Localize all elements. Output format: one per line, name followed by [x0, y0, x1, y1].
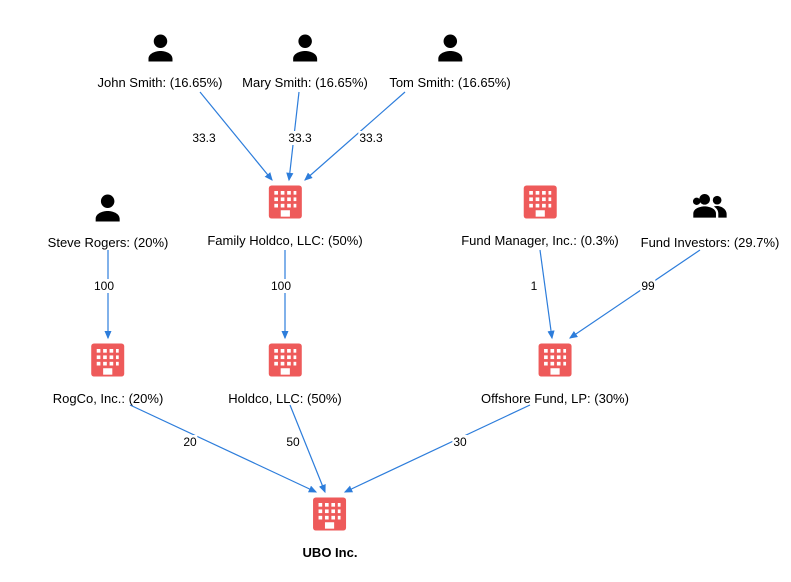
company-icon: [308, 492, 352, 541]
node-label-john: John Smith: (16.65%): [97, 75, 222, 90]
edge-tom-famholdco: [305, 92, 405, 180]
group-icon: [690, 186, 730, 231]
node-label-rogco: RogCo, Inc.: (20%): [53, 391, 164, 406]
edge-label-john-famholdco: 33.3: [191, 131, 216, 145]
node-label-steve: Steve Rogers: (20%): [48, 235, 169, 250]
edge-investors-offshore: [570, 250, 700, 338]
node-rogco: RogCo, Inc.: (20%): [53, 338, 164, 406]
node-label-investors: Fund Investors: (29.7%): [641, 235, 780, 250]
edge-label-investors-offshore: 99: [640, 279, 655, 293]
company-icon: [533, 338, 577, 387]
edge-label-mary-famholdco: 33.3: [287, 131, 312, 145]
edge-label-tom-famholdco: 33.3: [358, 131, 383, 145]
node-fmgr: Fund Manager, Inc.: (0.3%): [461, 180, 619, 248]
node-offshore: Offshore Fund, LP: (30%): [481, 338, 629, 406]
company-icon: [263, 180, 307, 229]
person-icon: [432, 30, 468, 71]
edge-offshore-ubo: [345, 405, 530, 492]
person-icon: [90, 190, 126, 231]
node-label-fmgr: Fund Manager, Inc.: (0.3%): [461, 233, 619, 248]
node-investors: Fund Investors: (29.7%): [641, 186, 780, 250]
node-steve: Steve Rogers: (20%): [48, 190, 169, 250]
edge-label-rogco-ubo: 20: [182, 435, 197, 449]
edge-label-steve-rogco: 100: [93, 279, 115, 293]
node-john: John Smith: (16.65%): [97, 30, 222, 90]
node-mary: Mary Smith: (16.65%): [242, 30, 368, 90]
node-tom: Tom Smith: (16.65%): [389, 30, 510, 90]
node-label-mary: Mary Smith: (16.65%): [242, 75, 368, 90]
node-famholdco: Family Holdco, LLC: (50%): [207, 180, 362, 248]
node-label-holdco: Holdco, LLC: (50%): [228, 391, 341, 406]
node-label-tom: Tom Smith: (16.65%): [389, 75, 510, 90]
edge-label-famholdco-holdco: 100: [270, 279, 292, 293]
edge-label-fmgr-offshore: 1: [530, 279, 539, 293]
person-icon: [287, 30, 323, 71]
node-ubo: UBO Inc.: [303, 492, 358, 560]
company-icon: [86, 338, 130, 387]
person-icon: [142, 30, 178, 71]
company-icon: [518, 180, 562, 229]
node-label-famholdco: Family Holdco, LLC: (50%): [207, 233, 362, 248]
node-label-offshore: Offshore Fund, LP: (30%): [481, 391, 629, 406]
node-holdco: Holdco, LLC: (50%): [228, 338, 341, 406]
node-label-ubo: UBO Inc.: [303, 545, 358, 560]
edge-label-offshore-ubo: 30: [452, 435, 467, 449]
edge-label-holdco-ubo: 50: [285, 435, 300, 449]
edge-fmgr-offshore: [540, 250, 552, 338]
company-icon: [263, 338, 307, 387]
